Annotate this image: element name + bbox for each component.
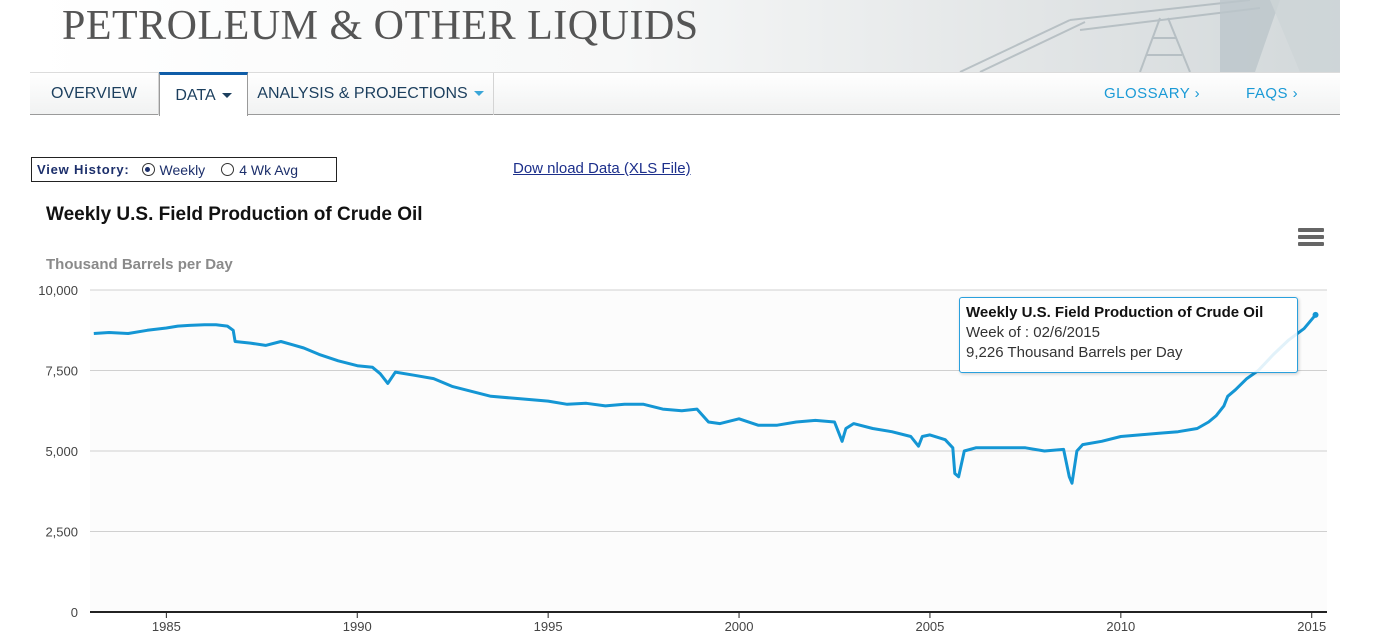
page-banner: PETROLEUM & OTHER LIQUIDS	[30, 0, 1340, 72]
y-tick-label: 5,000	[45, 444, 78, 459]
tab-data-label: DATA	[175, 87, 216, 104]
y-tick-label: 10,000	[38, 283, 78, 298]
chart-menu-icon[interactable]	[1298, 228, 1324, 248]
tooltip-week: Week of : 02/6/2015	[966, 324, 1100, 341]
x-tick-label: 2000	[725, 619, 754, 634]
hover-point-marker	[1312, 311, 1319, 318]
x-tick-label: 1985	[152, 619, 181, 634]
chart-y-axis-label: Thousand Barrels per Day	[46, 256, 233, 273]
y-tick-label: 0	[71, 605, 78, 620]
tooltip-title: Weekly U.S. Field Production of Crude Oi…	[966, 304, 1264, 321]
tab-data[interactable]: DATA	[159, 72, 248, 116]
y-tick-label: 7,500	[45, 364, 78, 379]
x-tick-label: 2005	[915, 619, 944, 634]
chevron-down-icon	[473, 91, 484, 97]
tab-analysis-projections[interactable]: ANALYSIS & PROJECTIONS	[248, 73, 494, 115]
four-week-avg-radio[interactable]	[221, 163, 235, 176]
weekly-radio-label: Weekly	[159, 161, 206, 178]
chart-tooltip: Weekly U.S. Field Production of Crude Oi…	[959, 297, 1298, 373]
four-week-avg-radio-label: 4 Wk Avg	[239, 161, 299, 178]
banner-title: PETROLEUM & OTHER LIQUIDS	[62, 3, 699, 49]
tooltip-value: 9,226 Thousand Barrels per Day	[966, 344, 1183, 361]
four-week-avg-radio-option[interactable]: 4 Wk Avg	[221, 162, 298, 178]
x-tick-label: 1990	[343, 619, 372, 634]
tab-overview-label: OVERVIEW	[51, 85, 137, 102]
chart-title: Weekly U.S. Field Production of Crude Oi…	[46, 204, 423, 225]
weekly-radio[interactable]	[141, 163, 155, 176]
y-tick-label: 2,500	[45, 525, 78, 540]
tab-overview[interactable]: OVERVIEW	[30, 73, 159, 115]
x-tick-label: 1995	[534, 619, 563, 634]
glossary-link[interactable]: GLOSSARY ›	[1104, 85, 1201, 102]
faqs-link[interactable]: FAQS ›	[1246, 85, 1299, 102]
x-axis-ticks: 1985 1990 1995 2000 2005 2010 2015	[152, 612, 1326, 634]
series-line-crude-oil-production	[93, 313, 1317, 485]
download-data-link[interactable]: Dow nload Data (XLS File)	[513, 160, 691, 177]
view-history-label: View History:	[37, 162, 130, 177]
view-history-control: View History: Weekly 4 Wk Avg	[31, 157, 337, 182]
oil-derrick-illustration	[959, 0, 1340, 72]
x-tick-label: 2010	[1106, 619, 1135, 634]
chevron-down-icon	[221, 93, 232, 99]
x-tick-label: 2015	[1297, 619, 1326, 634]
weekly-radio-option[interactable]: Weekly	[141, 161, 206, 178]
main-nav: OVERVIEW DATA ANALYSIS & PROJECTIONS GLO…	[30, 72, 1340, 116]
y-axis-ticks: 0 2,500 5,000 7,500 10,000	[38, 283, 78, 620]
tab-analysis-label: ANALYSIS & PROJECTIONS	[257, 85, 468, 102]
